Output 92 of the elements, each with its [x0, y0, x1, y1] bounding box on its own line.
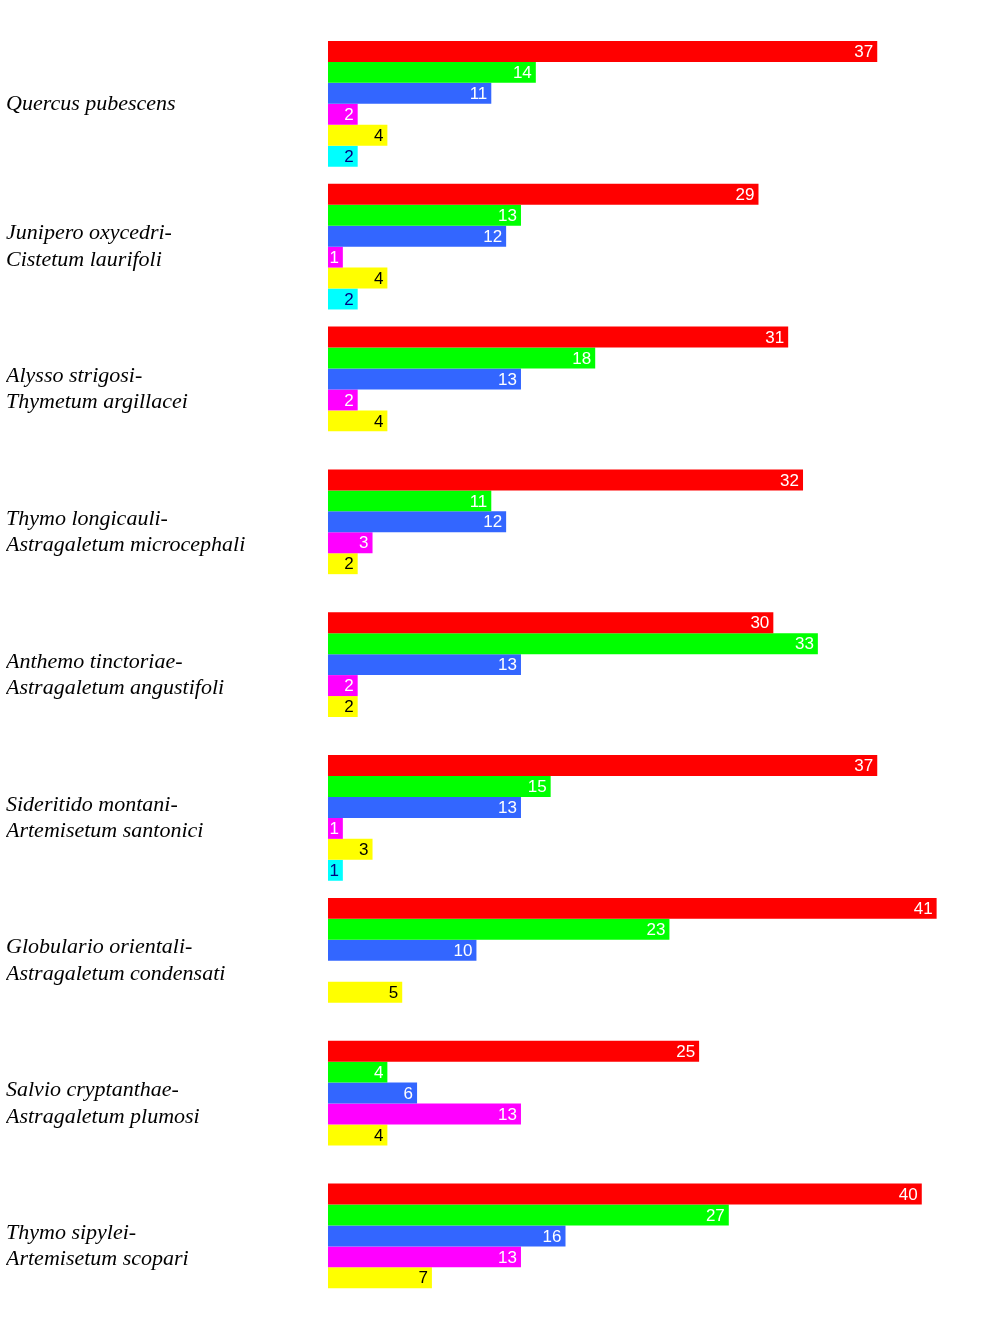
bar — [328, 347, 596, 369]
bar — [328, 612, 774, 634]
data-label: 5 — [388, 982, 399, 1002]
data-label: 15 — [527, 777, 547, 797]
data-label: 13 — [498, 1247, 517, 1267]
data-label: 3 — [359, 533, 369, 553]
data-label: 6 — [403, 1083, 414, 1103]
data-label: 12 — [483, 226, 503, 246]
data-label: 29 — [735, 184, 755, 204]
data-label: 13 — [498, 798, 517, 818]
bar — [328, 1124, 388, 1146]
data-label: 13 — [498, 205, 517, 225]
data-label: 4 — [373, 125, 384, 145]
bar — [328, 1103, 521, 1125]
bar — [328, 838, 373, 860]
data-label: 33 — [794, 634, 814, 654]
bar — [328, 124, 388, 146]
data-label: 4 — [373, 1062, 384, 1082]
bar — [328, 145, 358, 167]
data-label: 30 — [750, 613, 770, 633]
bar — [328, 490, 492, 512]
bar — [328, 1225, 566, 1247]
bar — [328, 267, 388, 289]
bar — [328, 1061, 388, 1083]
bar — [328, 1246, 521, 1268]
data-label: 12 — [483, 512, 503, 532]
data-label: 16 — [542, 1226, 562, 1246]
data-label: 31 — [765, 327, 785, 347]
bar — [328, 633, 818, 655]
data-label: 2 — [344, 390, 354, 410]
data-label: 10 — [453, 940, 473, 960]
bar — [328, 103, 358, 125]
bar — [328, 1082, 418, 1104]
bar — [328, 776, 551, 797]
bar — [328, 939, 477, 961]
data-label: 37 — [854, 756, 874, 776]
data-label: 1 — [329, 860, 339, 880]
bar — [328, 82, 492, 104]
bar — [328, 225, 507, 247]
bar — [328, 183, 759, 205]
data-label: 4 — [373, 411, 384, 431]
bar — [328, 897, 937, 919]
bar — [328, 553, 358, 575]
data-label: 3 — [359, 840, 369, 860]
bar — [328, 326, 789, 348]
data-label: 2 — [344, 146, 354, 166]
y-tick-label: Junipero oxycedri-Cistetum laurifoli — [6, 219, 172, 271]
data-label: 41 — [913, 899, 933, 919]
data-label: 1 — [329, 819, 339, 839]
data-label: 13 — [498, 655, 517, 675]
data-label: 27 — [705, 1205, 725, 1225]
data-label: 7 — [418, 1268, 428, 1288]
data-label: 14 — [512, 63, 532, 83]
data-label: 40 — [898, 1184, 918, 1204]
data-label: 11 — [469, 491, 488, 511]
bar — [328, 755, 878, 777]
bar — [328, 368, 521, 390]
data-label: 18 — [572, 348, 592, 368]
bar — [328, 389, 358, 411]
data-label: 23 — [646, 920, 666, 940]
data-label: 13 — [498, 369, 517, 389]
data-label: 25 — [676, 1041, 696, 1061]
bar — [328, 410, 388, 432]
bar — [328, 204, 521, 226]
bar — [328, 1267, 432, 1289]
bar — [328, 511, 507, 533]
bar — [328, 1183, 922, 1205]
data-label: 4 — [373, 268, 384, 288]
data-label: 2 — [344, 289, 354, 309]
bar — [328, 1040, 700, 1062]
data-label: 2 — [344, 676, 354, 696]
y-tick-label: Quercus pubescens — [6, 89, 176, 115]
data-label: 1 — [329, 247, 339, 267]
data-label: 11 — [469, 84, 488, 104]
data-label: 13 — [498, 1104, 517, 1124]
bar — [328, 981, 403, 1003]
data-label: 2 — [344, 697, 354, 717]
bar — [328, 532, 373, 554]
bar — [328, 654, 521, 676]
data-label: 2 — [344, 104, 354, 124]
bar — [328, 675, 358, 697]
data-label: 4 — [373, 1125, 384, 1145]
bar — [328, 61, 536, 83]
data-label: 37 — [854, 42, 874, 62]
bar — [328, 40, 878, 62]
bar — [328, 1204, 729, 1226]
data-label: 2 — [344, 554, 354, 574]
bar — [328, 918, 670, 940]
bar — [328, 469, 804, 491]
bar — [328, 796, 521, 818]
data-label: 32 — [780, 470, 800, 490]
bar — [328, 696, 358, 717]
